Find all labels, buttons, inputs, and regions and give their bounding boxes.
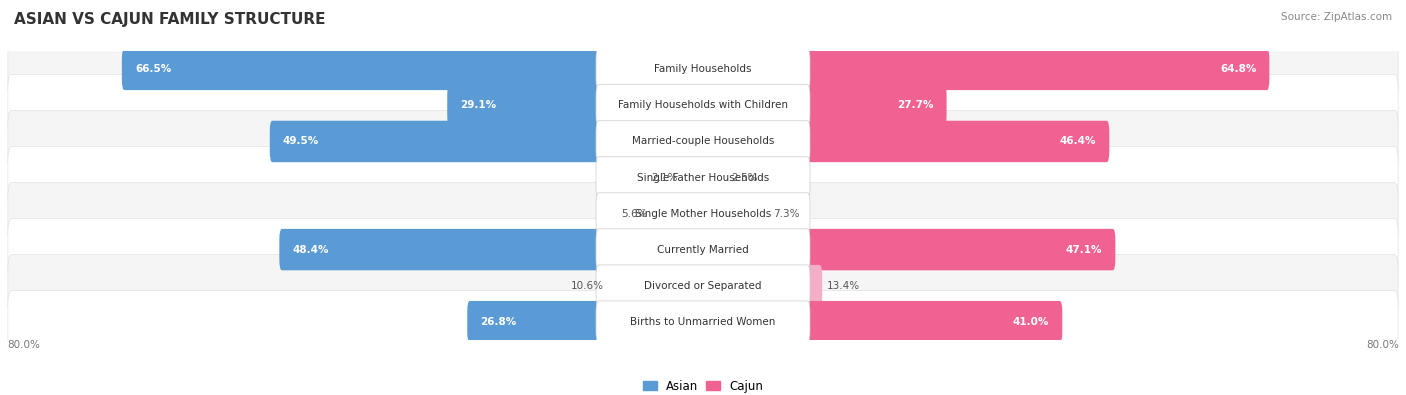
- Text: Married-couple Households: Married-couple Households: [631, 136, 775, 147]
- FancyBboxPatch shape: [596, 193, 810, 234]
- FancyBboxPatch shape: [596, 85, 810, 126]
- Text: 29.1%: 29.1%: [460, 100, 496, 111]
- FancyBboxPatch shape: [596, 265, 810, 307]
- FancyBboxPatch shape: [651, 193, 706, 234]
- FancyBboxPatch shape: [596, 157, 810, 198]
- Text: 2.1%: 2.1%: [651, 173, 678, 182]
- Text: 10.6%: 10.6%: [571, 280, 603, 291]
- FancyBboxPatch shape: [8, 182, 1398, 245]
- Text: 41.0%: 41.0%: [1012, 317, 1049, 327]
- Legend: Asian, Cajun: Asian, Cajun: [638, 375, 768, 395]
- Text: 80.0%: 80.0%: [7, 340, 39, 350]
- FancyBboxPatch shape: [8, 111, 1398, 173]
- Text: ASIAN VS CAJUN FAMILY STRUCTURE: ASIAN VS CAJUN FAMILY STRUCTURE: [14, 12, 326, 27]
- Text: Family Households: Family Households: [654, 64, 752, 74]
- Text: 66.5%: 66.5%: [135, 64, 172, 74]
- Text: 13.4%: 13.4%: [827, 280, 859, 291]
- FancyBboxPatch shape: [682, 157, 706, 198]
- FancyBboxPatch shape: [700, 157, 727, 198]
- Text: 27.7%: 27.7%: [897, 100, 934, 111]
- FancyBboxPatch shape: [700, 301, 1063, 342]
- FancyBboxPatch shape: [280, 229, 706, 270]
- FancyBboxPatch shape: [8, 218, 1398, 280]
- FancyBboxPatch shape: [609, 265, 706, 307]
- FancyBboxPatch shape: [596, 121, 810, 162]
- Text: 5.6%: 5.6%: [621, 209, 647, 218]
- Text: 47.1%: 47.1%: [1066, 245, 1102, 255]
- FancyBboxPatch shape: [447, 85, 706, 126]
- FancyBboxPatch shape: [8, 255, 1398, 317]
- FancyBboxPatch shape: [596, 49, 810, 90]
- FancyBboxPatch shape: [700, 85, 946, 126]
- Text: 48.4%: 48.4%: [292, 245, 329, 255]
- Text: Births to Unmarried Women: Births to Unmarried Women: [630, 317, 776, 327]
- FancyBboxPatch shape: [467, 301, 706, 342]
- Text: Single Mother Households: Single Mother Households: [636, 209, 770, 218]
- Text: 80.0%: 80.0%: [1367, 340, 1399, 350]
- FancyBboxPatch shape: [122, 49, 706, 90]
- FancyBboxPatch shape: [270, 121, 706, 162]
- Text: 7.3%: 7.3%: [773, 209, 800, 218]
- FancyBboxPatch shape: [8, 38, 1398, 100]
- Text: 49.5%: 49.5%: [283, 136, 319, 147]
- Text: Source: ZipAtlas.com: Source: ZipAtlas.com: [1281, 12, 1392, 22]
- FancyBboxPatch shape: [700, 193, 769, 234]
- FancyBboxPatch shape: [700, 121, 1109, 162]
- Text: 64.8%: 64.8%: [1220, 64, 1257, 74]
- Text: Family Households with Children: Family Households with Children: [619, 100, 787, 111]
- FancyBboxPatch shape: [700, 49, 1270, 90]
- Text: 26.8%: 26.8%: [481, 317, 516, 327]
- Text: Single Father Households: Single Father Households: [637, 173, 769, 182]
- FancyBboxPatch shape: [8, 74, 1398, 136]
- FancyBboxPatch shape: [8, 147, 1398, 209]
- FancyBboxPatch shape: [8, 291, 1398, 353]
- Text: Divorced or Separated: Divorced or Separated: [644, 280, 762, 291]
- FancyBboxPatch shape: [700, 229, 1115, 270]
- FancyBboxPatch shape: [596, 301, 810, 342]
- FancyBboxPatch shape: [700, 265, 823, 307]
- Text: 46.4%: 46.4%: [1060, 136, 1097, 147]
- Text: 2.5%: 2.5%: [731, 173, 758, 182]
- Text: Currently Married: Currently Married: [657, 245, 749, 255]
- FancyBboxPatch shape: [596, 229, 810, 270]
